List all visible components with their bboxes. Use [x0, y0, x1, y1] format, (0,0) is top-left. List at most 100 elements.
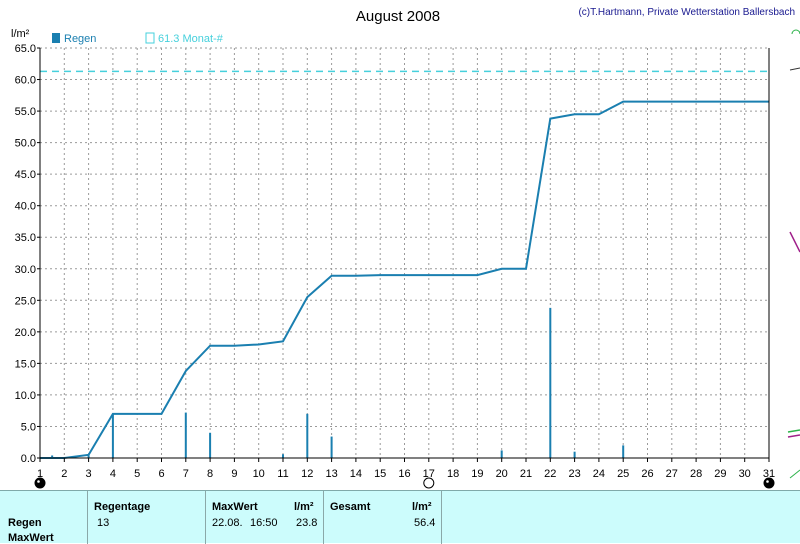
x-tick-label: 17: [423, 468, 435, 480]
y-tick-label: 5.0: [21, 421, 36, 433]
x-tick-label: 15: [374, 468, 386, 480]
edge-green-line: [789, 469, 800, 479]
rain-bar: [573, 451, 576, 458]
rain-bar: [500, 450, 503, 458]
y-tick-label: 50.0: [15, 138, 36, 150]
x-tick-label: 18: [447, 468, 459, 480]
rain-bar: [549, 307, 552, 458]
x-tick-label: 19: [471, 468, 483, 480]
y-tick-label: 55.0: [15, 106, 36, 118]
value-gesamt: 56.4: [414, 517, 436, 529]
header-maxwert: MaxWert: [212, 501, 258, 513]
y-tick-label: 35.0: [15, 232, 36, 244]
x-tick-label: 30: [739, 468, 751, 480]
x-tick-label: 4: [110, 468, 116, 480]
x-tick-label: 31: [763, 468, 775, 480]
x-tick-label: 11: [277, 468, 288, 480]
rain-bar: [622, 445, 625, 458]
y-tick-label: 40.0: [15, 201, 36, 213]
rain-bar: [209, 432, 212, 458]
x-tick-label: 25: [617, 468, 629, 480]
summary-divider: [205, 491, 206, 544]
y-tick-label: 15.0: [15, 358, 36, 370]
x-tick-label: 24: [593, 468, 605, 480]
x-tick-label: 8: [207, 468, 213, 480]
x-tick-label: 6: [158, 468, 164, 480]
edge-purple-line: [789, 231, 800, 253]
edge-green-arc: [791, 29, 800, 35]
legend-regen-swatch: [52, 33, 60, 43]
x-tick-label: 12: [301, 468, 313, 480]
rain-bar: [306, 413, 309, 458]
moon-highlight-icon: [37, 480, 40, 483]
row-label-regen: Regen: [8, 517, 42, 529]
x-tick-label: 14: [350, 468, 362, 480]
rain-bar: [87, 455, 90, 458]
x-tick-label: 13: [325, 468, 337, 480]
chart-title: August 2008: [356, 8, 440, 25]
x-tick-label: 10: [253, 468, 265, 480]
y-tick-labels: 0.0 5.0 10.0 15.0 20.0 25.0 30.0 35.0 40.0 45.0 50…: [15, 43, 36, 465]
row-label-maxwert: MaxWert: [8, 532, 54, 544]
x-tick-label: 9: [231, 468, 237, 480]
summary-divider: [87, 491, 88, 544]
full-moon-icon: [423, 477, 435, 489]
summary-panel: Regentage MaxWert l/m² Gesamt l/m² Regen…: [0, 490, 800, 544]
y-tick-label: 65.0: [15, 43, 36, 55]
edge-green-line: [787, 429, 800, 433]
x-tick-label: 29: [714, 468, 726, 480]
y-tick-label: 25.0: [15, 295, 36, 307]
y-tick-label: 60.0: [15, 75, 36, 87]
axes: [37, 47, 770, 462]
x-tick-labels: 1 2 3 4 5 6 7 8 9 10 11 12 13 14 15 16 17 18 19 20 21 22 23 24 2…: [37, 468, 775, 480]
grid: [39, 47, 770, 459]
header-gesamt-unit: l/m²: [412, 501, 432, 513]
rain-bar: [330, 436, 333, 458]
rain-bar: [51, 455, 54, 458]
value-regentage: 13: [97, 517, 110, 529]
y-tick-label: 30.0: [15, 264, 36, 276]
value-maxwert-time: 16:50: [250, 517, 278, 529]
x-tick-label: 2: [61, 468, 67, 480]
legend-regen-label: Regen: [64, 33, 96, 45]
x-tick-label: 26: [641, 468, 653, 480]
x-tick-label: 23: [568, 468, 580, 480]
value-maxwert-date: 22.08.: [212, 517, 243, 529]
summary-divider: [323, 491, 324, 544]
chart-credit: (c)T.Hartmann, Private Wetterstation Bal…: [578, 7, 795, 18]
rain-bars: [51, 307, 625, 458]
x-tick-label: 16: [398, 468, 410, 480]
y-tick-label: 0.0: [21, 453, 36, 465]
new-moon-icon: [763, 477, 775, 489]
rain-bar: [282, 454, 284, 458]
edge-fragment: [789, 67, 800, 71]
x-tick-label: 21: [520, 468, 532, 480]
cumulative-rain-line: [40, 100, 769, 459]
header-regentage: Regentage: [94, 501, 151, 513]
header-gesamt: Gesamt: [330, 501, 371, 513]
rain-bar: [111, 413, 114, 458]
right-edge-fragments: [787, 29, 800, 479]
legend-monthly-label: 61.3 Monat-#: [158, 33, 224, 45]
new-moon-icon: [34, 477, 46, 489]
moon-phase-markers: [34, 477, 775, 489]
header-maxwert-unit: l/m²: [294, 501, 314, 513]
y-tick-label: 10.0: [15, 390, 36, 402]
rain-bar: [184, 412, 187, 458]
x-tick-label: 1: [37, 468, 43, 480]
summary-divider: [441, 491, 442, 544]
edge-purple-line: [787, 434, 800, 438]
y-tick-label: 20.0: [15, 327, 36, 339]
legend-monthly-swatch: [145, 32, 155, 44]
x-tick-label: 20: [496, 468, 508, 480]
moon-highlight-icon: [766, 480, 769, 483]
legend: Regen 61.3 Monat-#: [52, 32, 224, 45]
x-tick-label: 22: [544, 468, 556, 480]
x-tick-label: 7: [183, 468, 189, 480]
value-maxwert: 23.8: [296, 517, 318, 529]
y-tick-label: 45.0: [15, 169, 36, 181]
x-tick-label: 28: [690, 468, 702, 480]
x-tick-label: 5: [134, 468, 140, 480]
x-tick-label: 27: [666, 468, 678, 480]
y-axis-unit: l/m²: [11, 28, 30, 40]
